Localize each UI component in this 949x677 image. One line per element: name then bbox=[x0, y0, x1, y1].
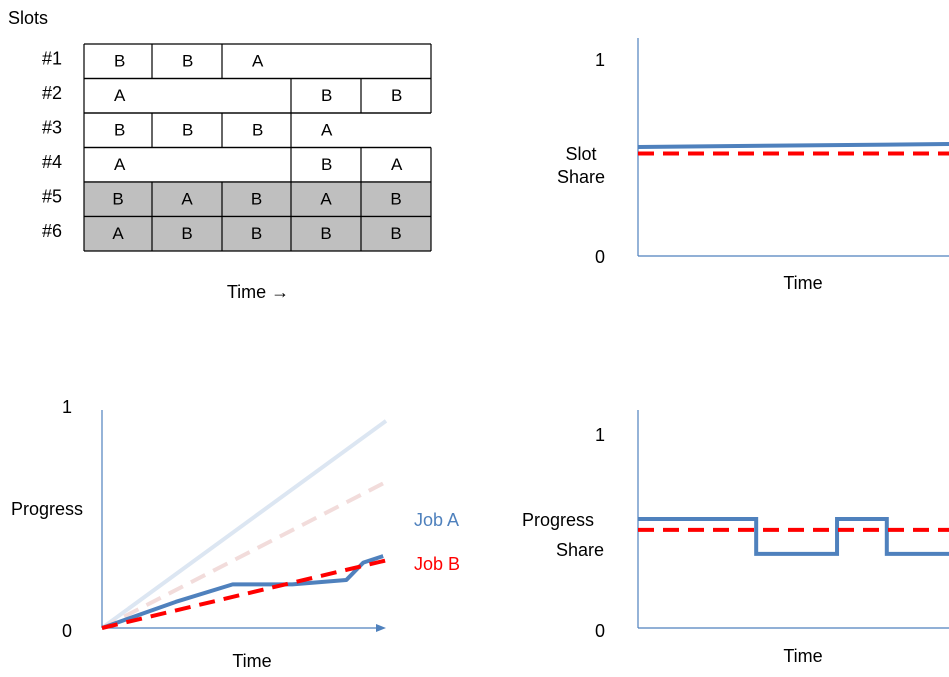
progress-xlabel: Time bbox=[232, 651, 271, 671]
slot-cell-job: B bbox=[321, 155, 332, 174]
slot-row: #5 B A B A B bbox=[42, 181, 432, 218]
slot-cell-job: A bbox=[252, 51, 264, 70]
slots-heading: Slots bbox=[8, 8, 48, 28]
progress-ytick-bottom: 0 bbox=[62, 621, 72, 641]
slot-row: #2 A B B bbox=[42, 77, 432, 114]
slot-cell-job: B bbox=[252, 120, 263, 139]
slot-cell-job: B bbox=[391, 86, 402, 105]
slot-share-ytick-bottom: 0 bbox=[595, 247, 605, 267]
legend-job-b: Job B bbox=[414, 554, 460, 574]
slot-share-ytick-top: 1 bbox=[595, 50, 605, 70]
slot-label: #3 bbox=[42, 118, 62, 138]
progress-job-b-line bbox=[101, 558, 387, 630]
slot-share-ylabel: Slot Share bbox=[557, 144, 605, 187]
progress-ytick-top: 1 bbox=[62, 397, 72, 417]
table-time-label: Time → bbox=[227, 282, 289, 302]
slot-cell-job: A bbox=[320, 189, 332, 208]
slot-cell-job: A bbox=[112, 224, 124, 243]
progress-share-ytick-top: 1 bbox=[595, 425, 605, 445]
slot-share-chart: 1 0 Slot Share Time bbox=[557, 38, 949, 293]
slot-row: #3 B B B A bbox=[42, 112, 431, 149]
slot-label: #4 bbox=[42, 152, 62, 172]
slot-cell-job: B bbox=[114, 120, 125, 139]
progress-share-job-a-line bbox=[638, 517, 949, 556]
legend-job-a: Job A bbox=[414, 510, 459, 530]
slot-cell-job: A bbox=[114, 155, 126, 174]
slot-row: #6 A B B B B bbox=[42, 215, 432, 252]
progress-chart: 1 0 Progress Job A Job B Time bbox=[11, 397, 460, 671]
slot-cell-job: A bbox=[391, 155, 403, 174]
slot-label: #1 bbox=[42, 49, 62, 69]
progress-job-b-faded-line bbox=[101, 480, 387, 630]
slot-cell-job: B bbox=[320, 224, 331, 243]
slot-cell-job: B bbox=[182, 120, 193, 139]
slot-cell-job: B bbox=[251, 224, 262, 243]
slot-row: #1 B B A bbox=[42, 43, 432, 80]
progress-job-a-faded-line bbox=[100, 419, 388, 630]
progress-share-ylabel: Progress Share bbox=[522, 510, 604, 560]
slot-cell-job: B bbox=[251, 189, 262, 208]
progress-share-ytick-bottom: 0 bbox=[595, 621, 605, 641]
slot-cell-job: B bbox=[390, 189, 401, 208]
slot-cell-job: A bbox=[114, 86, 126, 105]
slot-cell-job: A bbox=[321, 120, 333, 139]
slot-row-shading bbox=[84, 182, 431, 217]
slot-row-shading bbox=[84, 216, 431, 251]
slot-cell-job: B bbox=[112, 189, 123, 208]
slot-cell-job: B bbox=[390, 224, 401, 243]
slot-row: #4 A B A bbox=[42, 146, 432, 183]
progress-share-chart: 1 0 Progress Share Time bbox=[522, 410, 949, 666]
slot-share-xlabel: Time bbox=[783, 273, 822, 293]
progress-ylabel: Progress bbox=[11, 499, 83, 519]
progress-share-xlabel: Time bbox=[783, 646, 822, 666]
progress-x-axis-arrowhead bbox=[376, 624, 386, 632]
slot-cell-job: B bbox=[181, 224, 192, 243]
slot-cell-job: B bbox=[114, 51, 125, 70]
slot-share-job-a-line bbox=[637, 142, 949, 149]
slot-cell-job: B bbox=[321, 86, 332, 105]
slot-label: #6 bbox=[42, 221, 62, 241]
slot-cell-job: A bbox=[181, 189, 193, 208]
slot-cell-job: B bbox=[182, 51, 193, 70]
slot-label: #2 bbox=[42, 83, 62, 103]
progress-job-a-line bbox=[101, 554, 384, 630]
slot-rows: #1 B B A#2 A B B#3 B B B A#4 A B A#5 B A B A B#6 A B B B B bbox=[42, 43, 432, 252]
slot-label: #5 bbox=[42, 187, 62, 207]
slot-table: Slots #1 B B A#2 A B B#3 B B B A#4 A B A#5 B A B A B#6 A B B B… bbox=[8, 8, 432, 302]
